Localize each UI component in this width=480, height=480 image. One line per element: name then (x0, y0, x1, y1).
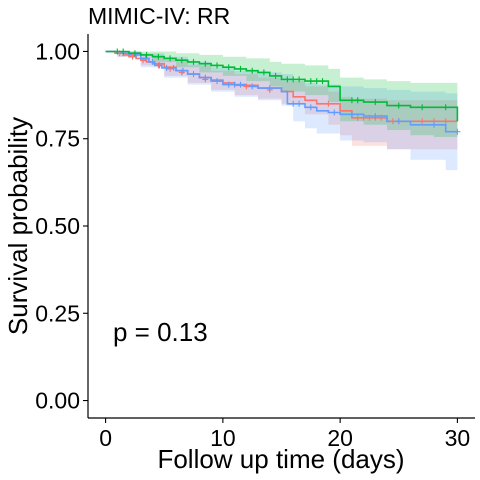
censor-mark-0-15 (389, 118, 396, 125)
censor-mark-0-12 (366, 114, 373, 121)
censor-mark-1-6 (170, 64, 177, 71)
x-axis-title: Follow up time (days) (157, 444, 404, 474)
censor-mark-2-3 (143, 51, 150, 58)
x-tick-label-2: 20 (327, 425, 353, 451)
censor-mark-2-13 (260, 69, 267, 76)
x-tick-label-3: 30 (445, 425, 471, 451)
censor-mark-1-18 (307, 104, 314, 111)
censor-mark-2-25 (419, 104, 426, 111)
censor-mark-1-17 (296, 100, 303, 107)
ci-band-1 (105, 51, 458, 171)
censor-mark-0-17 (419, 118, 426, 125)
censor-mark-1-11 (225, 81, 232, 88)
censor-mark-1-22 (395, 118, 402, 125)
censor-mark-2-16 (290, 76, 297, 83)
censor-mark-1-20 (348, 111, 355, 118)
censor-mark-1-13 (237, 81, 244, 88)
censor-mark-2-19 (313, 78, 320, 85)
x-ticks: 0 10 20 30 (99, 418, 470, 451)
x-tick-label-0: 0 (99, 425, 112, 451)
ci-band-2 (105, 51, 458, 150)
censor-mark-2-1 (120, 48, 127, 55)
censor-mark-1-24 (454, 128, 461, 135)
censor-mark-2-5 (167, 55, 174, 62)
censor-mark-1-23 (431, 121, 437, 128)
censor-mark-1-21 (372, 113, 379, 119)
censor-mark-0-11 (360, 114, 367, 121)
censor-mark-1-2 (142, 55, 149, 62)
censor-marks (114, 48, 461, 135)
censor-mark-2-15 (284, 76, 291, 83)
censor-mark-2-4 (155, 53, 162, 60)
censor-mark-2-11 (237, 65, 244, 72)
censor-mark-2-21 (348, 97, 355, 104)
censor-mark-1-19 (331, 109, 338, 116)
censor-mark-2-12 (249, 67, 256, 74)
censor-mark-0-4 (167, 65, 174, 72)
censor-mark-1-16 (290, 100, 297, 107)
censor-mark-2-2 (131, 50, 138, 57)
censor-mark-1-5 (163, 64, 170, 71)
censor-mark-2-26 (442, 104, 449, 111)
censor-mark-0-1 (129, 53, 136, 60)
censor-mark-2-18 (307, 78, 314, 85)
censor-mark-0-10 (354, 114, 361, 121)
censor-mark-2-23 (372, 99, 379, 106)
chart-title: MIMIC-IV: RR (88, 3, 230, 29)
censor-mark-2-10 (225, 64, 232, 71)
censor-mark-1-12 (231, 81, 238, 88)
censor-mark-1-3 (149, 58, 156, 65)
y-axis-title: Survival probability (3, 117, 33, 335)
censor-mark-2-8 (202, 60, 209, 67)
confidence-bands (105, 51, 458, 171)
censor-mark-2-20 (319, 78, 326, 85)
censor-mark-1-15 (266, 85, 273, 92)
p-value-annotation: p = 0.13 (113, 317, 208, 347)
survival-curve-2 (105, 50, 459, 122)
censor-mark-2-14 (272, 72, 279, 79)
y-tick-label-0: 0.00 (35, 388, 80, 414)
censor-mark-1-8 (190, 71, 197, 78)
censor-mark-0-7 (243, 83, 250, 90)
y-tick-label-3: 0.75 (35, 126, 80, 152)
censor-mark-0-9 (325, 100, 332, 107)
censor-mark-1-9 (202, 74, 209, 81)
censor-mark-2-22 (354, 97, 361, 104)
censor-mark-1-10 (214, 78, 220, 85)
censor-mark-2-24 (395, 102, 402, 109)
censor-mark-2-0 (114, 48, 121, 55)
censor-mark-0-14 (378, 114, 385, 121)
x-tick-label-1: 10 (210, 425, 236, 451)
censor-mark-2-17 (296, 76, 303, 83)
censor-mark-1-14 (249, 83, 256, 90)
y-tick-label-1: 0.25 (35, 300, 80, 326)
censor-mark-2-9 (214, 62, 220, 69)
censor-mark-0-19 (442, 118, 449, 125)
censor-mark-2-6 (178, 57, 185, 64)
censor-mark-1-7 (180, 67, 186, 74)
y-tick-label-2: 0.50 (35, 213, 80, 239)
y-ticks: 0.00 0.25 0.50 0.75 1.00 (35, 38, 88, 414)
censor-mark-1-4 (156, 62, 163, 69)
censor-mark-2-7 (190, 58, 197, 65)
y-tick-label-4: 1.00 (35, 38, 80, 64)
